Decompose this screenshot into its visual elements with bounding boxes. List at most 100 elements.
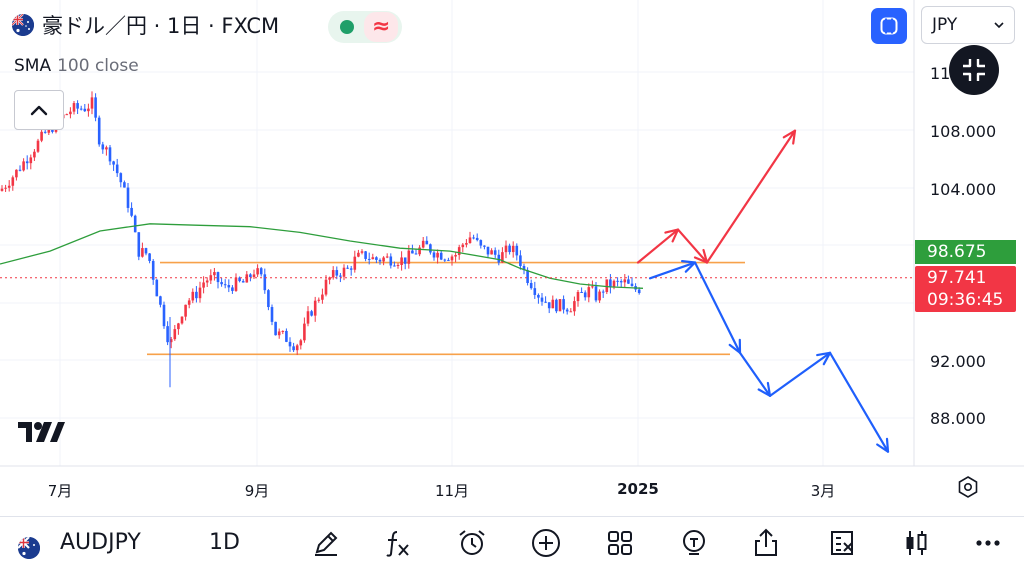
candle-body [432,252,436,258]
currency-select[interactable]: JPY [921,6,1015,44]
candle-body [252,274,256,278]
drawing-tool-button[interactable] [306,523,346,563]
candle-body [436,252,439,258]
candle-body [321,294,324,300]
candle-body [382,257,385,262]
candle-body [105,147,108,150]
candle-body [357,252,360,257]
candle-body [263,274,267,291]
indicator-name: SMA [14,56,52,76]
candle-body [616,280,619,282]
candle-body [619,281,623,283]
candles-icon [906,531,927,555]
chart-type-button[interactable] [896,523,936,563]
price-tick: 92.000 [930,352,986,371]
candle-body [259,268,263,275]
candle-body [65,114,69,116]
bottom-toolbar [0,516,1024,577]
market-status-symbol: ≈ [364,12,399,42]
indicator-legend[interactable]: SMA 100 close [14,56,139,76]
candle-body [310,311,313,316]
more-button[interactable] [968,523,1008,563]
candle-body [328,277,331,280]
candle-body [137,232,141,257]
bar-countdown: 09:36:45 [927,290,1004,310]
candle-body [508,245,511,253]
candle-body [169,339,173,343]
sma-price-label: 98.675 [915,240,1016,264]
chart-header: 豪ドル／円 · 1日 · FXCM [12,0,279,50]
arrow-segment [738,351,772,397]
candle-body [529,282,533,289]
indicators-button[interactable] [378,523,418,563]
market-status-pill[interactable]: ≈ [328,11,402,43]
candle-body [555,299,558,312]
currency-value: JPY [932,15,958,35]
candle-body [486,246,490,255]
candle-body [483,245,486,247]
candle-body [396,264,400,266]
candle-body [411,250,414,254]
candle-body [313,300,317,316]
candle-body [493,250,497,255]
candle-body [389,256,393,266]
chart-settings-button[interactable] [955,474,981,500]
candle-body [79,108,83,110]
candle-body [159,296,162,305]
symbol-button[interactable]: AUDJPY [60,530,141,555]
candle-body [234,277,238,291]
exit-fullscreen-button[interactable] [949,45,999,95]
candle-body [155,279,159,297]
australia-flag-icon [18,537,40,559]
more-icon [976,540,1000,546]
candle-body [295,345,299,351]
grid-icon [608,531,632,555]
object-tree-button[interactable] [871,8,907,44]
candle-body [573,301,576,312]
projection-arrows [636,129,890,453]
chart-title[interactable]: 豪ドル／円 · 1日 · FXCM [42,14,280,38]
candle-body [591,286,594,288]
candle-body [612,280,616,288]
candle-body [547,302,551,309]
candle-body [421,240,425,248]
share-button[interactable] [746,523,786,563]
candle-body [623,279,627,283]
candle-body [385,256,389,258]
candle-body [540,297,544,302]
collapse-legend-button[interactable] [14,90,64,130]
candle-body [375,257,378,260]
candle-body [292,346,295,351]
arrow-segment [693,261,742,354]
candle-body [36,140,40,152]
candle-body [87,108,90,112]
interval-button[interactable]: 1D [209,530,240,555]
candle-body [479,240,483,246]
candle-body [497,254,501,263]
time-tick: 9月 [244,482,270,500]
candle-body [533,288,537,295]
candle-body [562,299,565,310]
candle-body [637,289,641,294]
candle-body [353,256,357,270]
layout-button[interactable] [600,523,640,563]
candle-body [267,290,270,308]
candle-body [468,237,472,244]
candle-body [443,259,447,261]
ideas-button[interactable] [674,523,714,563]
add-button[interactable] [526,523,566,563]
arrow-segment [636,228,680,264]
calendar-button[interactable] [822,523,862,563]
candle-body [241,281,245,283]
candle-body [29,157,33,164]
candle-body [601,291,605,293]
chart-grid [0,0,1024,467]
candle-body [587,287,591,298]
candle-body [558,299,562,312]
plus-icon [532,529,560,557]
candle-body [281,330,285,332]
candle-body [151,260,155,280]
candle-body [130,207,133,216]
alert-button[interactable] [452,523,492,563]
